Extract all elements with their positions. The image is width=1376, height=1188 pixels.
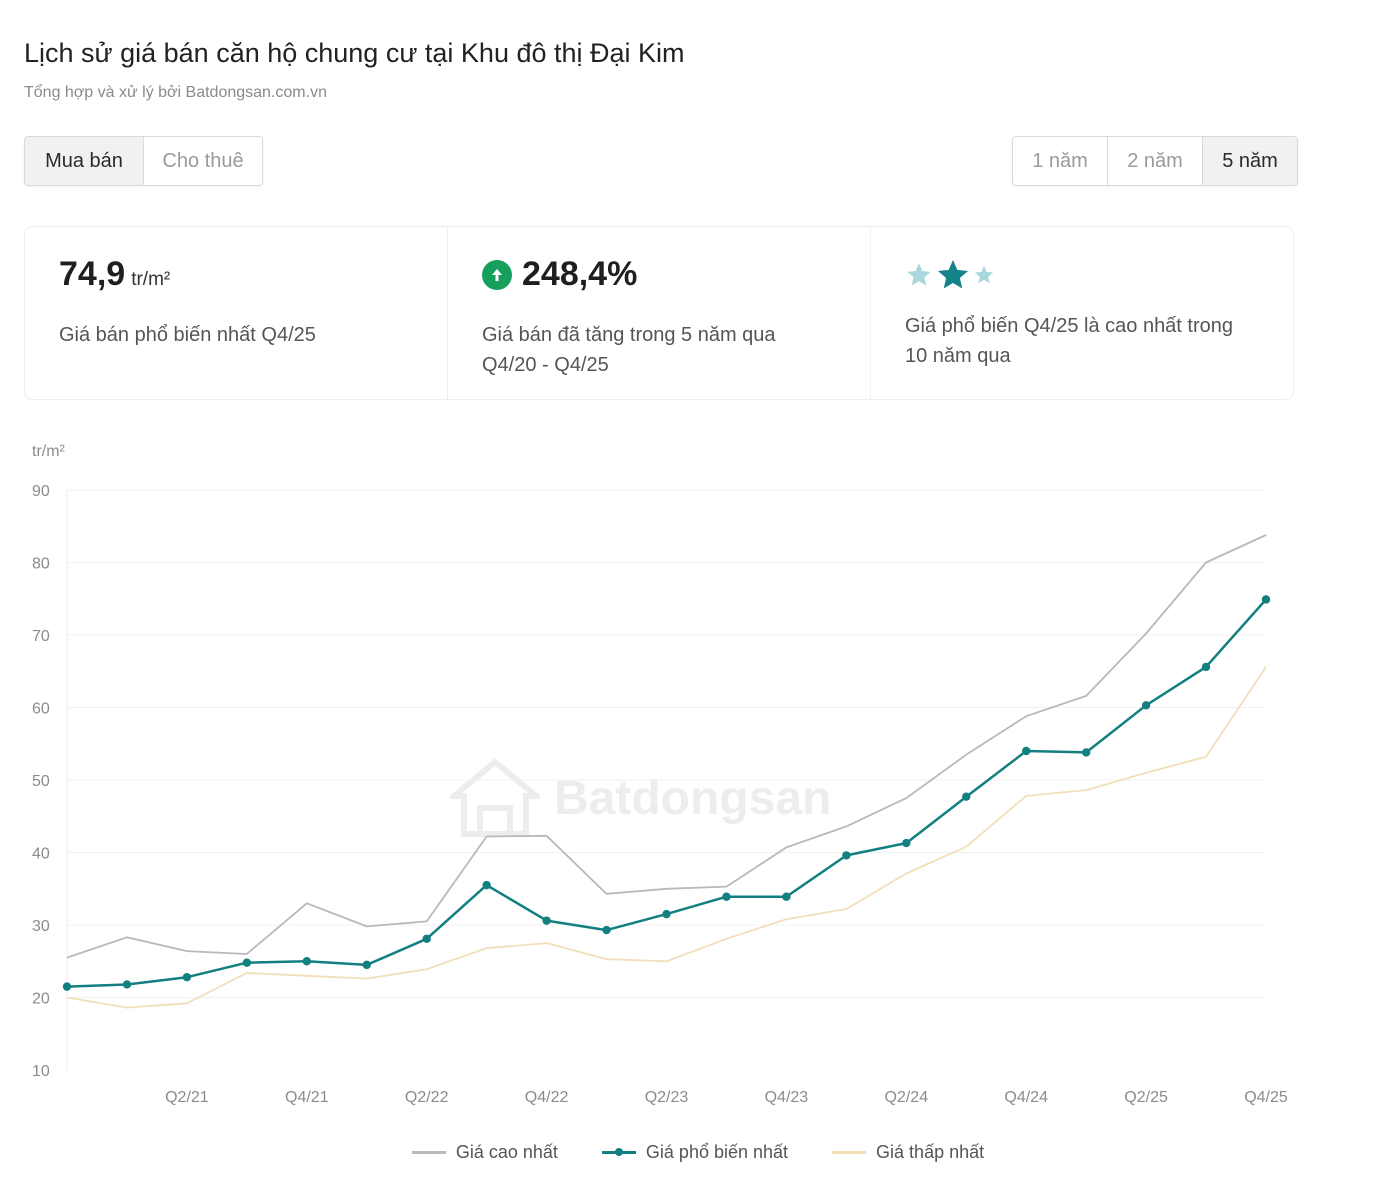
data-point-common [122,980,132,989]
legend-label-high: Giá cao nhất [455,1142,558,1162]
rent-tab[interactable]: Cho thuê [143,137,262,185]
price-history-chart: tr/m² 10 20 30 40 50 60 70 80 90 Q2/21 Q4/21 Q2/22 Q4… [32,443,1288,1106]
y-tick-label: 30 [32,918,50,935]
data-point-common [1021,746,1031,756]
data-point-common [1141,701,1151,710]
x-tick-label: Q4/22 [525,1089,569,1106]
data-point-common [902,838,911,848]
page-subtitle: Tổng hợp và xử lý bởi Batdongsan.com.vn [24,84,327,101]
chart-legend: Giá cao nhất Giá phổ biến nhất Giá thấp … [0,1142,1376,1163]
y-tick-label: 60 [32,701,50,718]
range-5-year-button[interactable]: 5 năm [1202,137,1297,185]
star-filled-icon [938,260,968,289]
x-tick-label: Q2/23 [645,1089,689,1106]
legend-item-common[interactable]: Giá phổ biến nhất [601,1142,789,1163]
stat-growth: 248,4% Giá bán đã tăng trong 5 năm qua Q… [447,227,870,399]
data-point-common [662,909,671,919]
growth-period: Q4/20 - Q4/25 [482,354,609,376]
y-tick-label: 80 [32,556,50,573]
stats-panel: 74,9 tr/m² Giá bán phổ biến nhất Q4/25 2… [24,226,1294,400]
x-tick-label: Q4/21 [285,1089,329,1106]
data-point-common [542,916,551,925]
star-light-icon [907,263,931,286]
data-point-common [962,792,971,801]
data-point-common [482,880,491,890]
y-tick-label: 90 [32,483,50,500]
current-price-value: 74,9 [59,255,126,293]
data-point-common [242,958,252,967]
data-point-common [782,892,791,901]
data-point-common [722,892,731,901]
listing-type-toggle: Mua bán Cho thuê [24,136,263,186]
series-line-common [66,598,1267,988]
y-tick-label: 10 [32,1063,50,1080]
data-point-common [362,960,371,970]
x-tick-label: Q2/25 [1124,1089,1168,1106]
y-axis-unit-label: tr/m² [32,443,66,460]
data-point-common [1081,748,1091,757]
x-tick-label: Q2/21 [165,1089,209,1106]
data-point-common [302,957,311,966]
legend-item-low[interactable]: Giá thấp nhất [832,1142,984,1163]
x-tick-label: Q2/24 [885,1089,929,1106]
page-title: Lịch sử giá bán căn hộ chung cư tại Khu … [24,38,685,68]
y-tick-label: 40 [32,846,50,863]
data-point-common [602,925,611,935]
current-price-unit: tr/m² [131,269,171,290]
legend-line-high [411,1151,446,1154]
x-tick-label: Q4/25 [1244,1089,1288,1106]
stat-rating: Giá phổ biến Q4/25 là cao nhất trong 10 … [870,227,1293,399]
legend-label-low: Giá thấp nhất [876,1142,985,1162]
data-point-common [62,982,72,991]
legend-label-common: Giá phổ biến nhất [645,1142,789,1162]
star-light-icon [974,265,994,284]
legend-line-low [832,1151,867,1154]
x-tick-label: Q4/23 [765,1089,809,1106]
y-tick-label: 70 [32,628,50,645]
data-point-common [842,851,851,860]
rating-period: 10 năm qua [905,345,1011,367]
buy-tab[interactable]: Mua bán [25,137,143,185]
x-tick-label: Q4/24 [1004,1089,1048,1106]
arrow-up-circle-icon [482,259,512,290]
data-point-common [422,934,431,943]
range-1-year-button[interactable]: 1 năm [1013,137,1107,185]
data-point-common [182,973,192,982]
y-tick-label: 50 [32,773,50,790]
rating-stars [905,255,1293,295]
current-price-label: Giá bán phổ biến nhất Q4/25 [59,324,316,346]
x-tick-label: Q2/22 [405,1089,449,1106]
data-point-common [1261,595,1271,604]
legend-item-high[interactable]: Giá cao nhất [411,1142,558,1163]
data-point-common [1201,662,1211,672]
rating-label: Giá phổ biến Q4/25 là cao nhất trong [905,315,1234,337]
series-line-high [66,534,1267,959]
legend-line-common [601,1148,636,1156]
y-tick-label: 20 [32,991,50,1008]
growth-label: Giá bán đã tăng trong 5 năm qua [482,324,776,346]
house-logo-icon [450,758,540,837]
time-range-toggle: 1 năm 2 năm 5 năm [1012,136,1298,186]
stat-current-price: 74,9 tr/m² Giá bán phổ biến nhất Q4/25 [25,227,447,399]
growth-value: 248,4% [522,255,638,293]
series-line-low [66,666,1267,1009]
range-2-year-button[interactable]: 2 năm [1107,137,1202,185]
